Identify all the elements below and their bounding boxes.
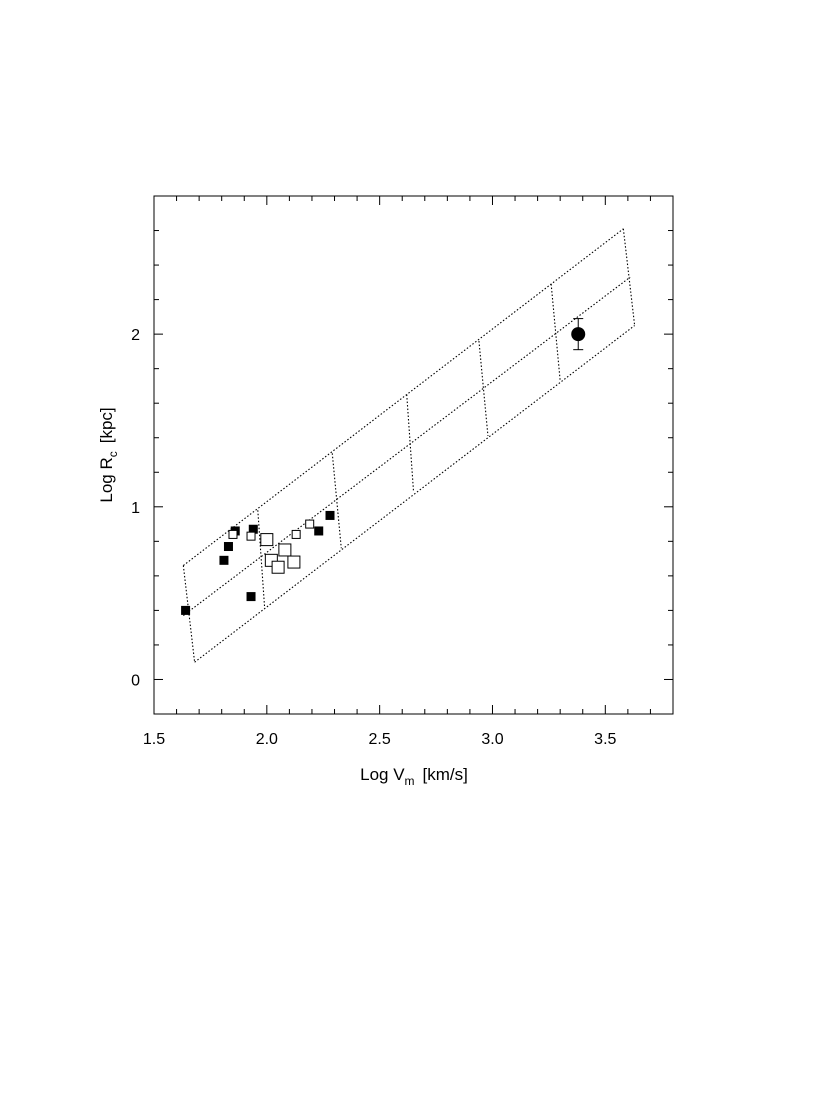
y-tick-label: 1 — [131, 500, 140, 517]
x-tick-label: 2.0 — [256, 731, 278, 748]
open-square-large-point — [278, 543, 292, 557]
model-grid-line — [406, 394, 415, 492]
model-grid-line — [331, 453, 342, 549]
x-tick-label: 1.5 — [143, 731, 165, 748]
plot-frame — [153, 195, 674, 715]
open-square-point — [291, 529, 301, 539]
model-grid-line — [183, 276, 631, 617]
axis-ticks: 1.5 2.0 2.5 3.0 3.5 0 1 2 — [131, 195, 674, 748]
model-grid-line — [183, 228, 624, 566]
data-markers — [181, 318, 586, 615]
filled-circle-point — [571, 327, 586, 342]
y-axis-label: Log Rc[kpc] — [97, 407, 120, 502]
open-square-large-point — [260, 533, 274, 547]
filled-square-point — [219, 555, 229, 565]
model-grid-line — [478, 340, 489, 437]
filled-square-point — [325, 510, 335, 520]
x-tick-label: 3.0 — [481, 731, 503, 748]
open-square-point — [228, 529, 238, 539]
open-square-point — [305, 519, 315, 529]
x-axis-label: Log Vm [km/s] — [360, 765, 468, 788]
model-grid-line — [194, 325, 635, 663]
x-tick-label: 2.5 — [369, 731, 391, 748]
filled-square-point — [223, 542, 233, 552]
model-grid-line — [550, 284, 561, 381]
filled-square-point — [181, 605, 191, 615]
y-tick-label: 0 — [131, 672, 140, 689]
open-square-point — [246, 531, 256, 541]
open-square-large-point — [287, 555, 301, 569]
model-grid — [182, 228, 636, 663]
model-grid-line — [622, 228, 636, 326]
filled-square-point — [314, 526, 324, 536]
x-tick-label: 3.5 — [594, 731, 616, 748]
model-grid-line — [182, 565, 196, 663]
filled-square-point — [246, 592, 256, 602]
y-tick-label: 2 — [131, 327, 140, 344]
model-grid-line — [257, 510, 266, 607]
open-square-large-point — [271, 560, 285, 574]
filled-square-point — [248, 524, 258, 534]
